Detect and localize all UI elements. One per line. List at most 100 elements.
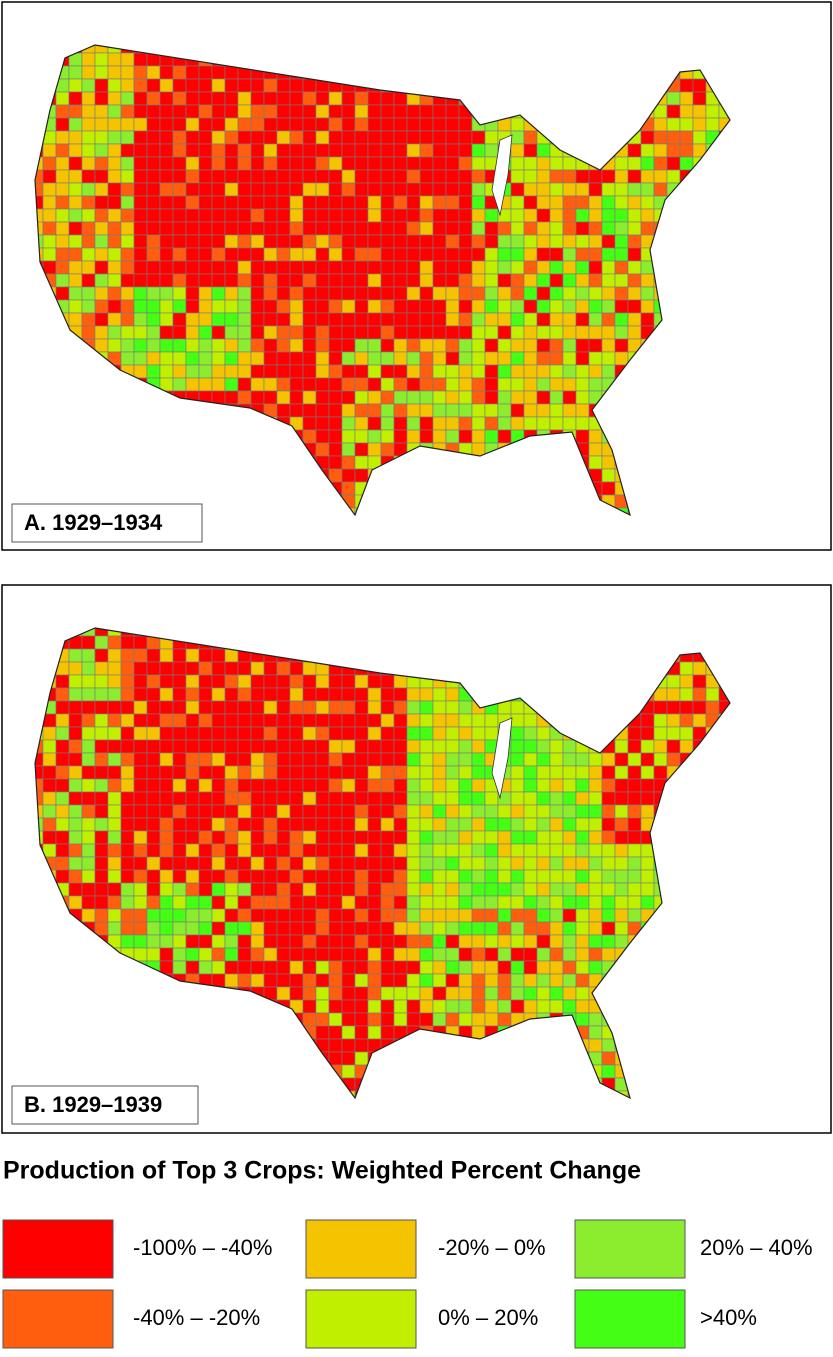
county	[120, 843, 135, 858]
county	[172, 65, 187, 80]
county	[679, 635, 694, 650]
county	[367, 791, 382, 806]
county	[315, 325, 330, 340]
county	[432, 726, 447, 741]
county	[497, 843, 512, 858]
county	[159, 947, 174, 962]
county	[432, 804, 447, 819]
county	[406, 934, 421, 949]
county	[224, 260, 239, 275]
county	[198, 869, 213, 884]
county	[406, 635, 421, 650]
county	[159, 973, 174, 988]
county	[276, 208, 291, 223]
county	[471, 1064, 486, 1079]
county	[679, 804, 694, 819]
county	[159, 1038, 174, 1053]
county	[328, 325, 343, 340]
county	[81, 468, 96, 483]
county	[523, 1038, 538, 1053]
county	[484, 1064, 499, 1079]
county	[289, 1064, 304, 1079]
county	[393, 78, 408, 93]
county	[393, 117, 408, 132]
county	[732, 261, 745, 274]
county	[341, 817, 356, 832]
county	[380, 1090, 395, 1098]
county	[133, 869, 148, 884]
county	[133, 804, 148, 819]
county	[211, 234, 226, 249]
county	[536, 273, 551, 288]
county	[94, 104, 109, 119]
county	[120, 65, 135, 80]
county	[211, 674, 226, 689]
county	[640, 765, 655, 780]
county	[718, 351, 730, 366]
county	[484, 468, 499, 483]
county	[419, 1064, 434, 1079]
county	[536, 674, 551, 689]
county	[523, 494, 538, 509]
county	[497, 416, 512, 431]
county	[315, 752, 330, 767]
county	[302, 908, 317, 923]
county	[211, 869, 226, 884]
county	[510, 156, 525, 171]
county	[107, 628, 122, 637]
county	[341, 1090, 356, 1098]
county	[471, 921, 486, 936]
county	[302, 700, 317, 715]
county	[640, 999, 655, 1014]
county	[211, 429, 226, 444]
county	[302, 104, 317, 119]
county	[523, 934, 538, 949]
county	[250, 169, 265, 184]
county	[588, 1090, 603, 1098]
county	[263, 817, 278, 832]
county	[601, 312, 616, 327]
county	[419, 817, 434, 832]
county	[159, 1012, 174, 1027]
county	[55, 700, 70, 715]
county	[328, 182, 343, 197]
county	[601, 156, 616, 171]
county	[81, 628, 96, 637]
county	[367, 830, 382, 845]
county	[523, 455, 538, 470]
county	[341, 390, 356, 405]
county	[458, 1012, 473, 1027]
county	[419, 299, 434, 314]
county	[393, 169, 408, 184]
county	[549, 1077, 564, 1092]
county	[432, 628, 447, 637]
county	[367, 674, 382, 689]
county	[471, 169, 486, 184]
county	[497, 1090, 512, 1098]
county	[536, 648, 551, 663]
county	[263, 377, 278, 392]
county	[393, 377, 408, 392]
county	[627, 234, 642, 249]
county	[133, 921, 148, 936]
county	[705, 882, 720, 897]
county	[601, 765, 616, 780]
county	[120, 856, 135, 871]
county	[666, 960, 681, 975]
county	[250, 104, 265, 119]
county	[640, 895, 655, 910]
county	[536, 299, 551, 314]
county	[328, 1025, 343, 1040]
county	[523, 895, 538, 910]
county	[536, 130, 551, 145]
county	[627, 221, 642, 236]
county	[224, 1064, 239, 1079]
county	[315, 481, 330, 496]
county	[549, 921, 564, 936]
county	[250, 648, 265, 663]
county	[536, 45, 551, 54]
county	[692, 104, 707, 119]
county	[601, 286, 616, 301]
county	[263, 78, 278, 93]
county	[562, 830, 577, 845]
